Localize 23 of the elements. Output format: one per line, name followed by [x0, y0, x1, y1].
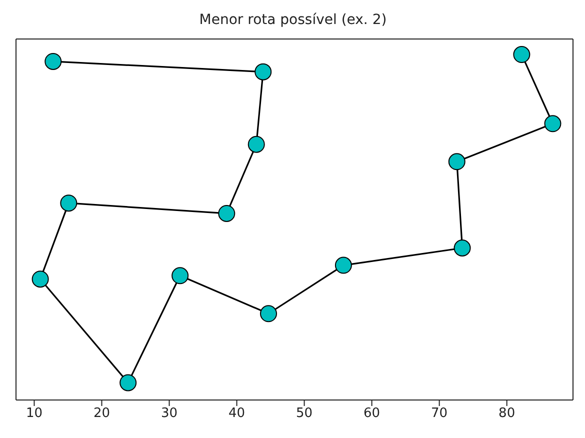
x-tick-label: 70 [431, 406, 448, 422]
point [254, 63, 272, 80]
point [454, 240, 471, 256]
point [172, 267, 189, 284]
point [448, 153, 466, 170]
x-tick-label: 60 [364, 406, 380, 422]
point [120, 374, 137, 392]
point [544, 115, 562, 132]
x-tick-label: 10 [26, 406, 43, 422]
point [513, 46, 530, 64]
point [44, 52, 62, 70]
x-tick-label: 20 [93, 406, 110, 422]
point [260, 305, 278, 322]
point [60, 194, 78, 212]
x-tick-label: 80 [498, 406, 516, 422]
chart-title: Menor rota possível (ex. 2) [198, 11, 388, 30]
point [334, 256, 352, 274]
point [32, 270, 49, 288]
x-tick-label: 30 [160, 406, 178, 422]
point [248, 136, 265, 153]
point [218, 204, 236, 222]
x-tick-label: 40 [228, 406, 246, 422]
x-tick-label: 50 [296, 406, 313, 422]
